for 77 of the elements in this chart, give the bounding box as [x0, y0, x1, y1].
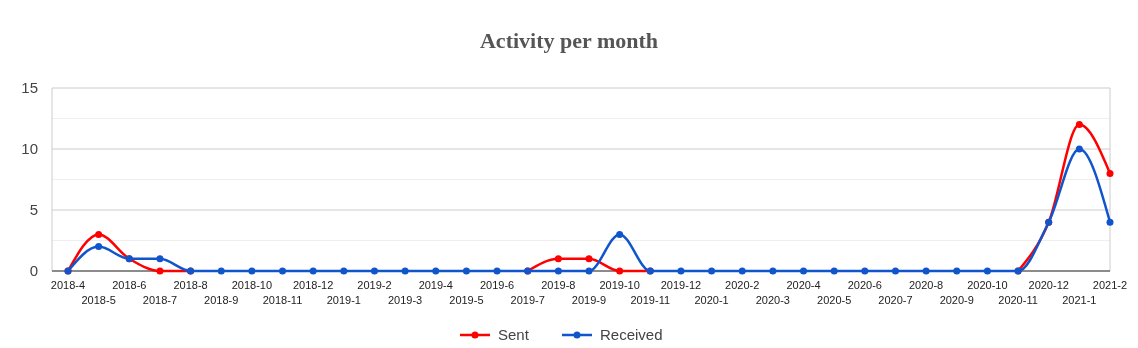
x-tick-label: 2019-2	[357, 279, 392, 291]
x-tick-label: 2019-7	[510, 294, 545, 306]
point	[156, 267, 164, 275]
point	[432, 267, 440, 275]
point	[891, 267, 899, 275]
x-tick-label: 2019-9	[571, 294, 607, 306]
x-tick-label: 2019-8	[541, 279, 576, 291]
y-tick-label: 5	[29, 201, 38, 218]
x-tick-label: 2019-10	[599, 279, 640, 291]
point	[95, 230, 103, 238]
x-tick-label: 2020-11	[998, 294, 1038, 306]
point	[738, 267, 746, 275]
point	[156, 255, 164, 263]
x-tick-label: 2018-10	[231, 279, 273, 291]
y-tick-label: 15	[21, 79, 38, 96]
point	[1106, 169, 1114, 177]
point	[554, 267, 562, 275]
x-tick-label: 2020-9	[939, 294, 974, 306]
point	[585, 267, 593, 275]
point	[983, 267, 991, 275]
point	[309, 267, 317, 275]
point	[1106, 218, 1114, 226]
legend-label: Sent	[498, 326, 530, 343]
y-tick-label: 0	[29, 262, 38, 279]
point	[370, 267, 378, 275]
point	[95, 243, 103, 251]
x-tick-label: 2019-12	[660, 279, 702, 291]
x-tick-label: 2019-1	[326, 294, 361, 306]
point	[677, 267, 685, 275]
point	[769, 267, 777, 275]
x-tick-label: 2021-1	[1062, 294, 1097, 306]
chart-title: Activity per month	[479, 28, 659, 53]
point	[922, 267, 930, 275]
point	[708, 267, 716, 275]
x-tick-label: 2018-12	[292, 279, 334, 291]
legend-label: Received	[600, 326, 663, 343]
x-tick-label: 2020-8	[908, 279, 944, 291]
point	[953, 267, 961, 275]
point	[1075, 121, 1083, 129]
x-tick-label: 2020-2	[725, 279, 760, 291]
point	[340, 267, 348, 275]
point	[585, 255, 593, 263]
x-tick-label: 2019-6	[479, 279, 515, 291]
point	[616, 267, 624, 275]
x-tick-label: 2019-3	[387, 294, 423, 306]
x-tick-label: 2020-6	[847, 279, 882, 291]
x-tick-label: 2020-7	[878, 294, 913, 306]
x-tick-label: 2018-5	[81, 294, 116, 306]
point	[248, 267, 256, 275]
x-tick-label: 2020-10	[967, 279, 1008, 291]
x-tick-label: 2019-4	[418, 279, 453, 291]
point	[493, 267, 501, 275]
point	[279, 267, 287, 275]
point	[401, 267, 409, 275]
point	[616, 230, 624, 238]
x-tick-label: 2018-6	[112, 279, 147, 291]
x-tick-label: 2021-2	[1092, 279, 1128, 291]
point	[861, 267, 869, 275]
point	[830, 267, 838, 275]
x-tick-label: 2018-11	[262, 294, 303, 306]
point	[554, 255, 562, 263]
x-tick-label: 2020-1	[694, 294, 729, 306]
x-tick-label: 2018-8	[173, 279, 208, 291]
point	[800, 267, 808, 275]
point	[1075, 145, 1083, 153]
x-tick-label: 2019-11	[630, 294, 671, 306]
x-tick-label: 2018-4	[50, 279, 86, 291]
point	[462, 267, 470, 275]
x-tick-label: 2020-5	[817, 294, 852, 306]
x-tick-label: 2020-3	[755, 294, 791, 306]
x-tick-label: 2018-9	[204, 294, 239, 306]
x-tick-label: 2019-5	[449, 294, 484, 306]
x-tick-label: 2020-4	[786, 279, 821, 291]
x-tick-label: 2018-7	[142, 294, 178, 306]
x-tick-label: 2020-12	[1028, 279, 1069, 291]
y-tick-label: 10	[21, 140, 38, 157]
point	[217, 267, 225, 275]
